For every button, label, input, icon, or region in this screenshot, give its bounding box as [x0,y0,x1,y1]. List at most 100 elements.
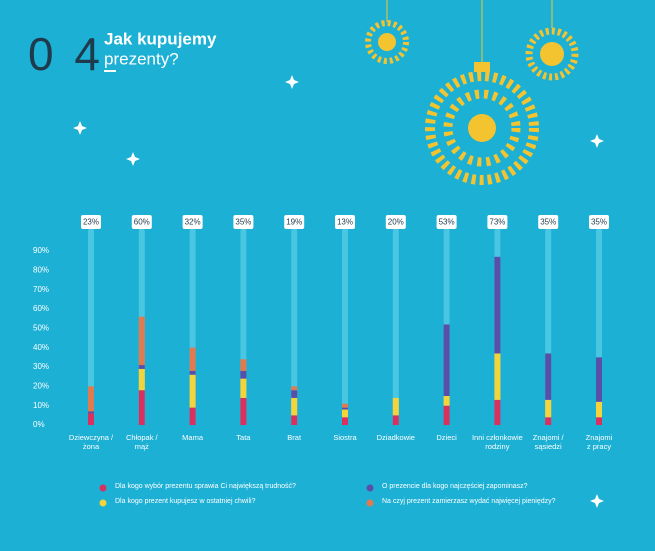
y-tick-label: 90% [33,246,49,255]
bar-segment [494,256,501,354]
bar-segment [342,417,348,425]
bar-segment [189,374,196,408]
x-tick-label: Znajomi / sąsiedzi [532,433,564,451]
track [88,228,94,425]
total-label: 13% [337,218,353,227]
bar-segment [596,357,602,402]
x-tick-label: Dziadkowie [376,433,415,442]
total-label: 20% [388,218,404,227]
x-tick-label: Inni członkowie rodziny [471,433,523,451]
y-tick-label: 40% [33,343,49,352]
bar-segment [596,417,602,425]
bar-segment [138,368,145,391]
bar-segment [291,386,298,391]
bar-segment [443,405,450,425]
y-tick-label: 60% [33,304,49,313]
underline [104,70,116,72]
bar-segment [443,396,450,406]
legend-marker [366,484,374,492]
subtitle: prezenty? [104,49,179,68]
x-tick-label: Tata [236,433,251,442]
y-tick-label: 0% [33,420,45,429]
bar-segment [240,359,247,371]
total-box [335,215,355,229]
total-box [233,215,254,229]
total-label: 19% [286,218,302,227]
total-label: 53% [439,218,455,227]
bar-segment [291,415,298,425]
total-label: 35% [540,218,556,227]
bar-segment [138,316,145,366]
x-tick-label: Chłopak / mąż [125,433,158,451]
bar-segment [189,407,196,425]
legend-marker [99,499,107,507]
ornaments [365,0,579,185]
bar-segment [138,390,145,425]
y-tick-label: 20% [33,381,49,390]
y-tick-label: 80% [33,265,49,274]
title: Jak kupujemy [104,29,217,48]
bar-segment [88,413,94,425]
total-label: 60% [134,218,150,227]
bar-segment [545,353,552,400]
total-box [182,215,203,229]
y-tick-label: 30% [33,362,49,371]
legend-label: Na czyj prezent zamierzasz wydać najwięc… [382,498,556,505]
bar-segment [596,401,602,418]
legend-marker [99,484,107,492]
total-box [131,215,152,229]
bar-segment [443,324,450,396]
total-box [538,215,559,229]
bar-segment [291,397,298,416]
bar-segment [392,397,399,416]
total-label: 35% [591,218,607,227]
total-box [284,215,305,229]
bar-segment [138,365,145,369]
bar-segment [240,397,247,425]
y-tick-label: 10% [33,401,49,410]
total-label: 32% [185,218,201,227]
bar-segment [88,386,94,412]
legend-label: O prezencie dla kogo najczęściej zapomin… [382,483,528,490]
bar-segment [545,399,552,418]
x-tick-label: Brat [287,433,302,442]
bar-segment [494,399,501,425]
bar-segment [240,370,247,379]
track [342,228,348,425]
total-label: 23% [83,218,99,227]
bar-segment [189,370,196,375]
x-tick-label: Dziewczyna / żona [68,433,114,451]
bar-segment [88,411,94,414]
bar-segment [291,390,298,398]
total-box [385,215,406,229]
y-tick-label: 50% [33,323,49,332]
section-number: 0 4 [28,28,104,80]
track [291,228,298,425]
bar-segment [240,378,247,398]
bar-segment [392,415,399,425]
total-box [436,215,457,229]
x-tick-label: Dzieci [436,433,457,442]
bar-segment [342,403,348,408]
total-label: 35% [235,218,251,227]
bar-segment [189,347,196,371]
bar-segment [545,417,552,425]
x-tick-label: Znajomi z pracy [585,433,613,451]
legend-marker [366,499,374,507]
x-tick-label: Siostra [333,433,357,442]
bar-segment [342,407,348,410]
stars [73,75,604,508]
total-box [589,215,609,229]
track [392,228,399,425]
total-box [81,215,101,229]
y-tick-label: 70% [33,285,49,294]
legend-label: Dla kogo wybór prezentu sprawia Ci najwi… [115,483,296,490]
bar-segment [494,353,501,400]
bar-segment [342,409,348,418]
legend-label: Dla kogo prezent kupujesz w ostatniej ch… [115,498,256,505]
total-box [487,215,508,229]
total-label: 73% [489,218,505,227]
x-tick-label: Mama [182,433,204,442]
